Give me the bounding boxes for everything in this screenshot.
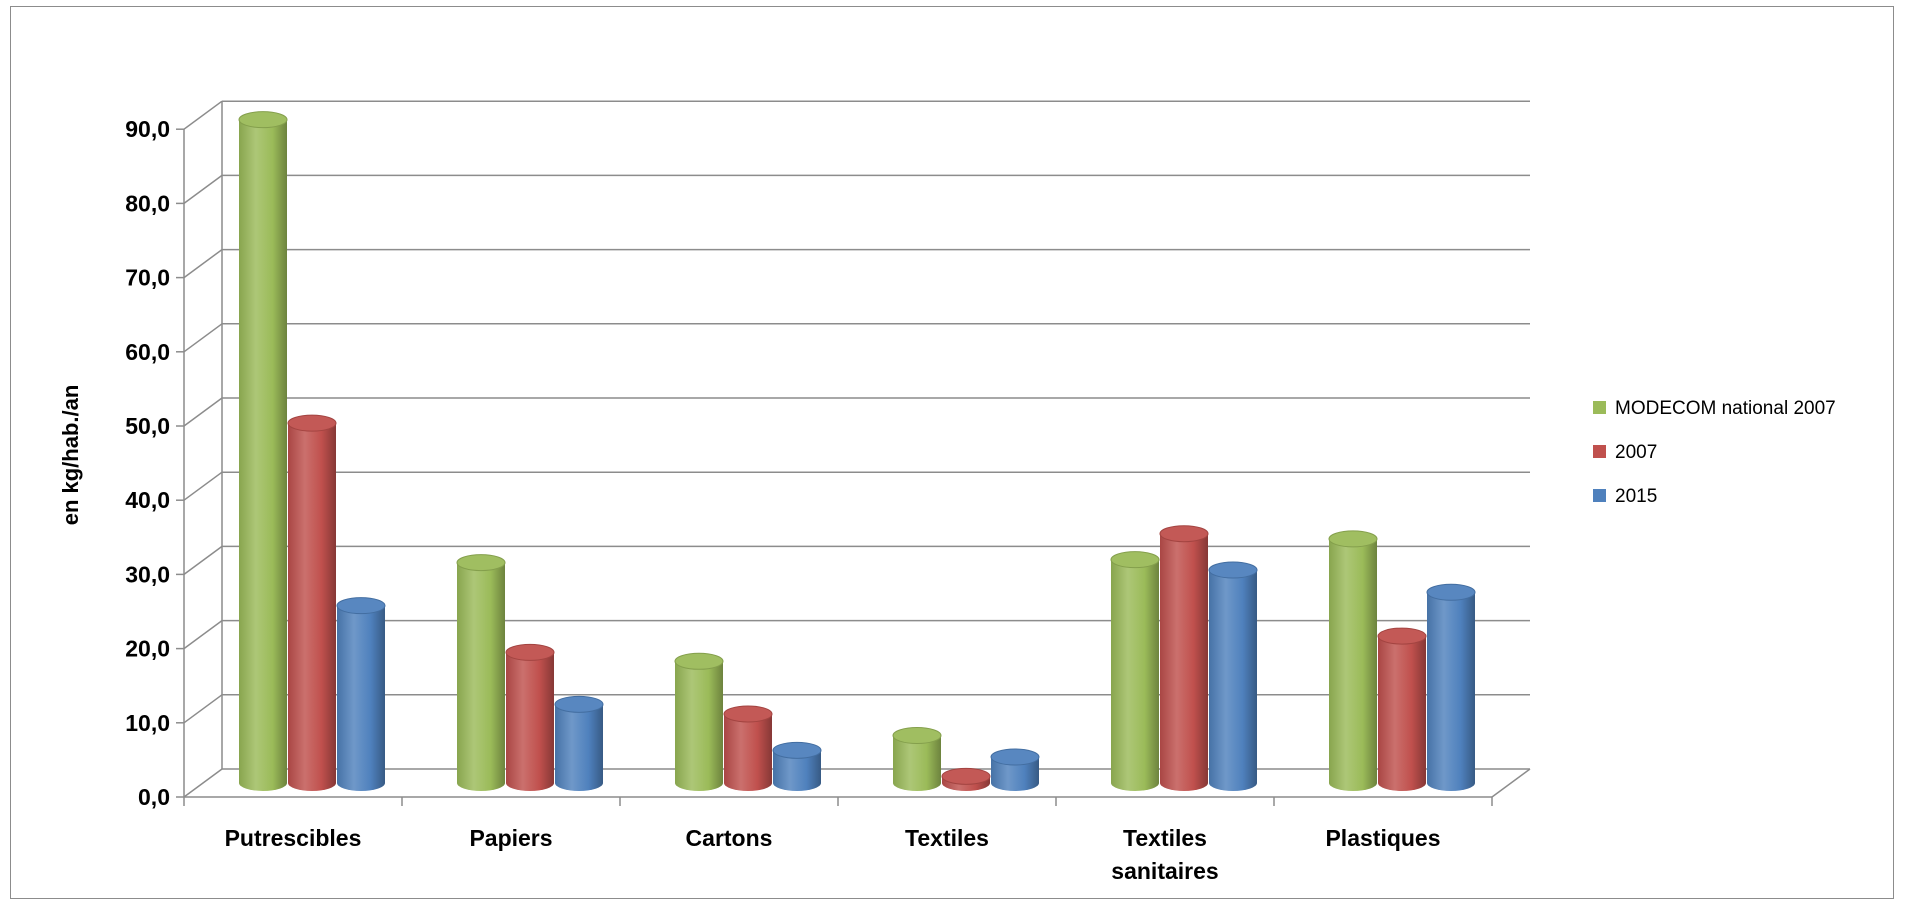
bar-top: [1426, 583, 1476, 601]
bar: [1377, 627, 1427, 791]
bars: [238, 111, 1476, 792]
bar-body: [893, 735, 941, 791]
bar-body: [1111, 559, 1159, 791]
bar: [238, 111, 288, 792]
gridline-side: [183, 471, 223, 501]
bar: [1110, 551, 1160, 791]
bar-top: [1328, 530, 1378, 548]
bar-body: [337, 605, 385, 791]
bar-body: [1378, 636, 1426, 791]
x-tick-label: Plastiques: [1325, 825, 1440, 851]
bar-top: [456, 554, 506, 572]
bar-top: [674, 652, 724, 670]
gridline-side: [183, 248, 223, 279]
bar: [1426, 583, 1476, 791]
bar: [723, 705, 773, 791]
y-tick-label: 60,0: [125, 339, 170, 365]
x-tick-label: Textiles: [1123, 825, 1207, 851]
bar-top: [1110, 551, 1160, 569]
y-tick-label: 40,0: [125, 487, 170, 513]
gridline-side: [183, 768, 223, 798]
bar: [1159, 525, 1209, 791]
bar: [892, 727, 942, 791]
bar-top: [941, 767, 991, 785]
bar: [772, 741, 822, 791]
bar-body: [288, 423, 336, 791]
x-tick-label: Papiers: [469, 825, 552, 851]
x-tick-label: Textiles: [905, 825, 989, 851]
y-tick-label: 70,0: [125, 265, 170, 291]
bar-top: [1159, 525, 1209, 543]
bar: [554, 695, 604, 791]
bar: [1208, 561, 1258, 791]
bar-body: [991, 757, 1039, 791]
y-tick-label: 90,0: [125, 116, 170, 142]
bar-body: [675, 661, 723, 791]
gridline-side: [183, 694, 223, 724]
bar-body: [773, 750, 821, 791]
gridline-side: [183, 619, 223, 650]
y-tick-label: 0,0: [138, 784, 170, 810]
floor-right-edge: [1491, 768, 1531, 798]
bar-top: [723, 705, 773, 723]
bar-top: [554, 695, 604, 713]
gridline-side: [183, 100, 223, 130]
x-tick-label: Cartons: [686, 825, 773, 851]
legend-item: 2007: [1593, 442, 1657, 463]
gridline-side: [183, 397, 223, 427]
y-tick-label: 80,0: [125, 190, 170, 216]
gridline-side: [183, 545, 223, 576]
y-tick-label: 10,0: [125, 710, 170, 736]
gridline-side: [183, 323, 223, 353]
bar: [456, 554, 506, 791]
legend-item: MODECOM national 2007: [1593, 398, 1836, 419]
legend-swatch: [1593, 445, 1606, 458]
bar: [990, 748, 1040, 791]
bar-body: [457, 562, 505, 791]
y-tick-label: 20,0: [125, 636, 170, 662]
x-tick-label: sanitaires: [1111, 858, 1218, 884]
bar: [336, 597, 386, 791]
legend-label: 2007: [1615, 442, 1657, 463]
legend-item: 2015: [1593, 486, 1657, 507]
bar-body: [1209, 570, 1257, 791]
bar-body: [239, 119, 287, 792]
y-tick-label: 50,0: [125, 413, 170, 439]
legend-label: MODECOM national 2007: [1615, 398, 1836, 419]
y-tick-label: 30,0: [125, 561, 170, 587]
bar-body: [724, 713, 772, 791]
bar-top: [892, 727, 942, 745]
legend-label: 2015: [1615, 486, 1657, 507]
y-axis: 0,0 10,0 20,0 30,0 40,0 50,0 60,0 70,0 80,0 90,0: [125, 116, 185, 810]
bar-top: [287, 414, 337, 432]
bar-top: [238, 111, 288, 129]
y-axis-title: en kg/hab./an: [58, 385, 83, 526]
bar: [505, 643, 555, 791]
bar-body: [1427, 592, 1475, 791]
gridlines: [183, 100, 1530, 798]
bar: [1328, 530, 1378, 791]
bar-body: [1329, 538, 1377, 791]
bar-top: [772, 741, 822, 759]
legend-swatch: [1593, 401, 1606, 414]
bar: [941, 767, 991, 791]
bar-top: [990, 748, 1040, 766]
bar-top: [1208, 561, 1258, 579]
bar-top: [1377, 627, 1427, 645]
bar-top: [505, 643, 555, 661]
bar-top: [336, 597, 386, 615]
bar-body: [1160, 533, 1208, 791]
gridline-side: [183, 174, 223, 205]
legend: MODECOM national 2007 2007 2015: [1593, 398, 1836, 507]
bar-body: [506, 652, 554, 791]
x-tick-label: Putrescibles: [225, 825, 362, 851]
bar: [674, 652, 724, 791]
x-axis: Putrescibles Papiers Cartons Textiles Textil…: [183, 768, 1531, 884]
legend-swatch: [1593, 489, 1606, 502]
bar: [287, 414, 337, 791]
bar-body: [555, 704, 603, 791]
